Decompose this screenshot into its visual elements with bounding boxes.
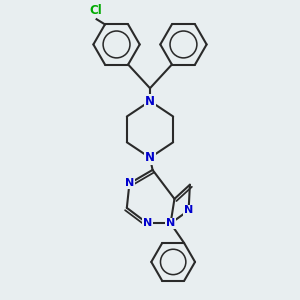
Text: N: N	[125, 178, 134, 188]
Text: N: N	[166, 218, 175, 228]
Text: N: N	[143, 218, 152, 228]
Text: N: N	[184, 206, 193, 215]
Text: Cl: Cl	[89, 4, 102, 17]
Text: N: N	[145, 151, 155, 164]
Text: N: N	[145, 94, 155, 108]
